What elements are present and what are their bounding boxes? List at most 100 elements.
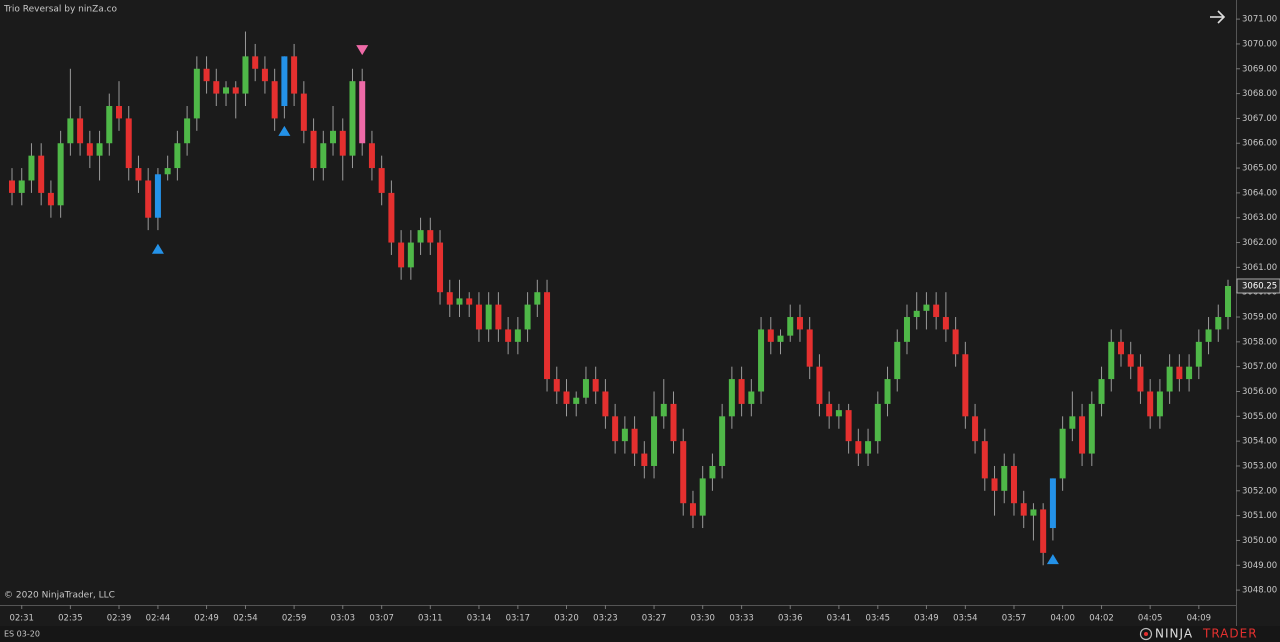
- candle-body: [719, 416, 726, 466]
- candle-body: [796, 317, 803, 330]
- candle-body: [427, 230, 434, 243]
- x-tick-label: 03:41: [827, 614, 852, 624]
- candle-body: [709, 465, 716, 479]
- candle-body: [252, 56, 259, 69]
- signal-arrow-up: [1046, 554, 1059, 565]
- candle-body: [495, 304, 502, 330]
- candle-body: [670, 403, 677, 442]
- x-tick-label: 03:17: [506, 614, 531, 624]
- candle-body: [271, 81, 278, 119]
- candle-body: [135, 168, 142, 181]
- y-tick-label: 3048.00: [1242, 586, 1277, 596]
- status-bar: [0, 626, 1280, 642]
- candle-body: [96, 143, 103, 156]
- candle-body: [621, 428, 628, 442]
- candle-body: [446, 292, 453, 305]
- candle-body: [826, 403, 833, 417]
- x-tick-label: 02:39: [107, 614, 132, 624]
- candle-body: [923, 304, 930, 311]
- candle-body: [28, 155, 35, 181]
- candle-body: [631, 428, 638, 454]
- x-tick-label: 03:45: [866, 614, 891, 624]
- candle-body: [466, 298, 473, 305]
- candle-body: [563, 391, 570, 404]
- candle-body: [553, 379, 560, 392]
- candle-body: [164, 168, 171, 175]
- candle-body: [388, 192, 395, 243]
- candle-body: [855, 441, 862, 454]
- candle-body: [835, 410, 842, 417]
- x-tick-label: 03:14: [467, 614, 492, 624]
- candle-body: [281, 56, 288, 107]
- candle-body: [1079, 416, 1086, 454]
- y-tick-label: 3059.00: [1242, 313, 1277, 323]
- candle-body: [193, 68, 200, 119]
- candle-body: [748, 391, 755, 404]
- x-tick-label: 04:09: [1187, 614, 1212, 624]
- candle-body: [77, 118, 84, 144]
- candle-body: [223, 87, 230, 94]
- y-tick-label: 3063.00: [1242, 213, 1277, 223]
- candle-body: [991, 478, 998, 491]
- x-tick-label: 04:05: [1138, 614, 1163, 624]
- candle-body: [1010, 465, 1017, 504]
- candle-body: [456, 298, 463, 305]
- candle-body: [806, 329, 813, 367]
- x-tick-label: 03:49: [914, 614, 939, 624]
- x-tick-label: 02:54: [233, 614, 258, 624]
- candle-body: [437, 242, 444, 293]
- candle-body: [612, 416, 619, 442]
- candle-body: [310, 130, 317, 169]
- x-tick-label: 03:57: [1002, 614, 1027, 624]
- y-tick-label: 3068.00: [1242, 89, 1277, 99]
- nav-arrow[interactable]: [1210, 10, 1226, 24]
- y-tick-label: 3062.00: [1242, 238, 1277, 248]
- y-tick-label: 3066.00: [1242, 139, 1277, 149]
- candle-body: [816, 366, 823, 404]
- candle-body: [475, 304, 482, 330]
- candle-body: [1225, 285, 1231, 318]
- signal-arrow-down: [356, 45, 369, 56]
- x-tick-label: 03:03: [331, 614, 356, 624]
- candle-body: [125, 118, 132, 169]
- y-tick-label: 3051.00: [1242, 511, 1277, 521]
- candle-body: [1117, 341, 1124, 355]
- candle-body: [57, 143, 64, 206]
- candle-body: [330, 130, 337, 144]
- candle-body: [534, 292, 541, 305]
- candle-body: [407, 242, 414, 268]
- candle-body: [203, 68, 210, 82]
- candle-body: [865, 441, 872, 454]
- candle-body: [320, 143, 327, 169]
- candle-body: [689, 503, 696, 516]
- candle-body: [1137, 366, 1144, 392]
- candle-body: [86, 143, 93, 156]
- candle-body: [660, 403, 667, 417]
- candle-body: [242, 56, 249, 94]
- candle-body: [582, 379, 589, 398]
- candle-body: [592, 379, 599, 392]
- y-tick-label: 3071.00: [1242, 15, 1277, 25]
- x-tick-label: 03:27: [642, 614, 667, 624]
- x-tick-label: 03:54: [953, 614, 978, 624]
- candle-body: [524, 304, 531, 330]
- brand-first: NINJA: [1155, 627, 1193, 641]
- candles: [9, 31, 1231, 566]
- candle-body: [106, 106, 113, 144]
- candle-body: [962, 354, 969, 417]
- candle-body: [758, 329, 765, 392]
- candle-body: [514, 329, 521, 342]
- copyright: © 2020 NinjaTrader, LLC: [4, 591, 115, 601]
- brand-logo: NINJA TRADER: [1139, 627, 1257, 641]
- candle-body: [232, 87, 239, 94]
- candle-body: [1147, 391, 1154, 417]
- candle-body: [505, 329, 512, 342]
- signal-arrow-up: [278, 125, 291, 136]
- candle-body: [213, 81, 220, 94]
- candle-body: [1186, 366, 1193, 380]
- candle-body: [728, 379, 735, 417]
- candle-body: [1040, 509, 1047, 553]
- candle-body: [1166, 366, 1173, 392]
- last-price-box: [1236, 278, 1280, 294]
- candle-body: [368, 143, 375, 169]
